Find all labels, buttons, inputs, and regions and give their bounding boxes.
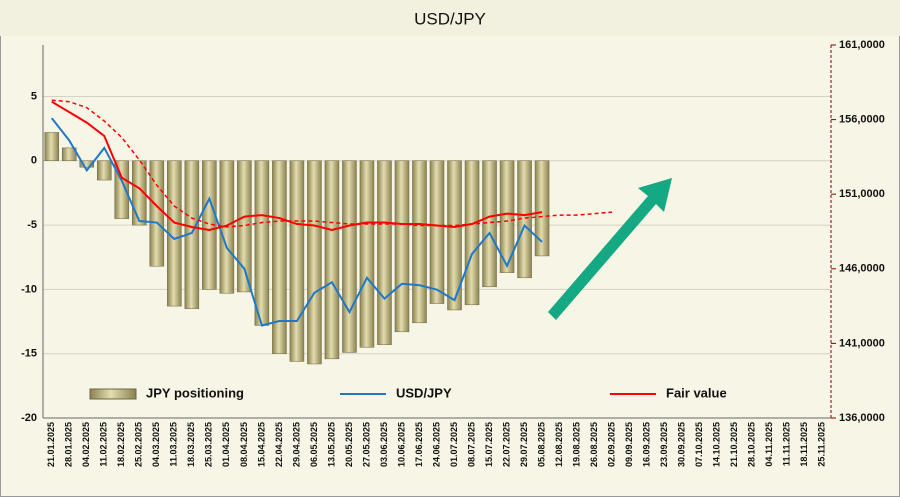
bar [429, 160, 445, 304]
y2-tick-label: 151,0000 [839, 188, 885, 200]
x-tick-label: 29.07.2025 [519, 422, 529, 467]
bar [97, 160, 112, 181]
bar [324, 160, 340, 360]
x-tick-label: 13.05.2025 [326, 422, 336, 467]
bar [44, 132, 60, 162]
x-tick-label: 04.11.2025 [764, 422, 774, 467]
bar [534, 160, 550, 257]
y-tick-label: -10 [21, 283, 37, 295]
bar [499, 160, 515, 273]
x-tick-label: 18.11.2025 [799, 422, 809, 467]
x-tick-label: 22.07.2025 [501, 422, 511, 467]
x-tick-label: 25.03.2025 [204, 422, 214, 467]
bar [464, 160, 480, 306]
x-tick-label: 30.09.2025 [677, 422, 687, 467]
x-tick-label: 24.06.2025 [431, 422, 441, 467]
x-tick-label: 09.09.2025 [624, 422, 634, 467]
bar [132, 160, 147, 226]
x-tick-label: 27.05.2025 [361, 422, 371, 467]
y-tick-label: -20 [21, 412, 37, 424]
y-tick-label: 0 [31, 155, 37, 167]
x-tick-label: 22.04.2025 [274, 422, 284, 467]
legend-label: Fair value [666, 385, 727, 400]
x-tick-label: 10.06.2025 [396, 422, 406, 467]
y2-tick-label: 136,0000 [839, 412, 885, 424]
x-tick-label: 03.06.2025 [379, 422, 389, 467]
y2-tick-label: 161,0000 [839, 39, 885, 51]
x-tick-label: 16.09.2025 [642, 422, 652, 467]
x-tick-label: 21.01.2025 [46, 422, 56, 467]
x-tick-label: 14.10.2025 [712, 422, 722, 467]
bar [202, 160, 217, 290]
x-tick-label: 15.04.2025 [256, 422, 266, 467]
x-tick-label: 25.11.2025 [817, 422, 827, 467]
bar [289, 160, 305, 362]
plot: -20 -15 -10 -5 0 5 136,0000 141,0000 146,0000 151… [21, 39, 885, 467]
x-tick-label: 17.06.2025 [414, 422, 424, 467]
x-tick-label: 23.09.2025 [659, 422, 669, 467]
x-tick-label: 26.08.2025 [589, 422, 599, 467]
y2-tick-label: 146,0000 [839, 263, 885, 275]
x-tick-label: 11.03.2025 [169, 422, 179, 467]
x-tick-label: 06.05.2025 [309, 422, 319, 467]
x-tick-label: 21.10.2025 [729, 422, 739, 467]
x-tick-label: 02.09.2025 [606, 422, 616, 467]
line [51, 99, 613, 228]
x-tick-label: 04.03.2025 [151, 422, 161, 467]
y2-tick-label: 141,0000 [839, 337, 885, 349]
line [50, 117, 543, 327]
x-tick-label: 07.10.2025 [694, 422, 704, 467]
y-tick-label: -5 [27, 219, 37, 231]
bar [254, 160, 270, 326]
x-tick-label: 01.04.2025 [221, 422, 231, 467]
bar [272, 160, 287, 354]
bar [342, 160, 357, 353]
bar [394, 160, 410, 333]
legend-label: USD/JPY [396, 385, 452, 400]
bar [149, 160, 165, 267]
x-tick-label: 18.02.2025 [116, 422, 126, 467]
x-tick-label: 11.11.2025 [782, 422, 792, 466]
bar [359, 160, 375, 348]
bar [447, 160, 462, 311]
bar [482, 160, 497, 288]
chart-title: USD/JPY [414, 9, 486, 28]
x-tick-label: 08.04.2025 [239, 422, 249, 467]
bar [237, 160, 252, 293]
legend-label: JPY positioning [146, 385, 244, 400]
x-tick-label: 20.05.2025 [344, 422, 354, 467]
x-tick-label: 05.08.2025 [536, 422, 546, 467]
y2-tick-label: 156,0000 [839, 114, 885, 126]
x-tick-label: 25.02.2025 [134, 422, 144, 467]
x-tick-label: 08.07.2025 [466, 422, 476, 467]
x-tick-label: 01.07.2025 [449, 422, 459, 467]
x-tick-label: 11.02.2025 [99, 422, 109, 467]
x-tick-label: 28.10.2025 [747, 422, 757, 467]
y-tick-label: 5 [31, 90, 37, 102]
x-tick-label: 19.08.2025 [571, 422, 581, 467]
bar [377, 160, 392, 345]
line [51, 100, 543, 232]
x-tick-label: 28.01.2025 [64, 422, 74, 467]
x-tick-label: 04.02.2025 [81, 422, 91, 467]
bar [412, 160, 427, 324]
legend-swatch [89, 388, 137, 400]
x-tick-label: 18.03.2025 [186, 422, 196, 467]
y-tick-label: -15 [21, 348, 37, 360]
x-tick-label: 29.04.2025 [291, 422, 301, 467]
x-tick-label: 12.08.2025 [554, 422, 564, 467]
bar [307, 160, 322, 365]
arrow [548, 178, 672, 320]
bar [517, 160, 532, 279]
bar [79, 160, 95, 168]
x-tick-label: 15.07.2025 [484, 422, 494, 467]
title-band [0, 0, 900, 36]
